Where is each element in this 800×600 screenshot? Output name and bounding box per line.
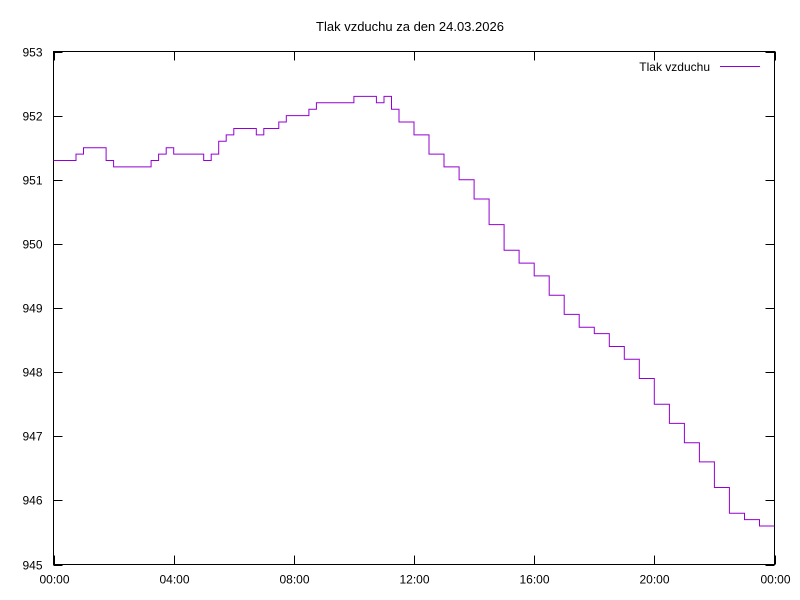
x-tick-label: 04:00 [159, 573, 189, 587]
y-tick-label: 947 [22, 430, 42, 444]
y-tick-label: 948 [22, 366, 42, 380]
y-axis: 945 946 947 948 949 950 951 952 953 [22, 46, 775, 573]
y-tick-label: 946 [22, 494, 42, 508]
x-tick-label: 00:00 [760, 573, 790, 587]
chart-title: Tlak vzduchu za den 24.03.2026 [316, 19, 504, 34]
series-line-tlak-vzduchu [53, 95, 775, 527]
x-axis: 00:00 04:00 08:00 12:00 16:00 20:00 00:00 [39, 51, 791, 587]
legend: Tlak vzduchu [639, 60, 760, 74]
x-tick-label: 08:00 [279, 573, 309, 587]
series-layer [53, 95, 775, 527]
y-tick-label: 953 [22, 46, 42, 60]
y-tick-label: 945 [22, 559, 42, 573]
legend-label: Tlak vzduchu [639, 60, 710, 74]
y-tick-label: 950 [22, 238, 42, 252]
x-tick-label: 00:00 [39, 573, 69, 587]
x-tick-label: 12:00 [399, 573, 429, 587]
y-tick-label: 949 [22, 302, 42, 316]
x-tick-label: 16:00 [519, 573, 549, 587]
x-tick-label: 20:00 [639, 573, 669, 587]
y-tick-label: 952 [22, 110, 42, 124]
y-tick-label: 951 [22, 174, 42, 188]
